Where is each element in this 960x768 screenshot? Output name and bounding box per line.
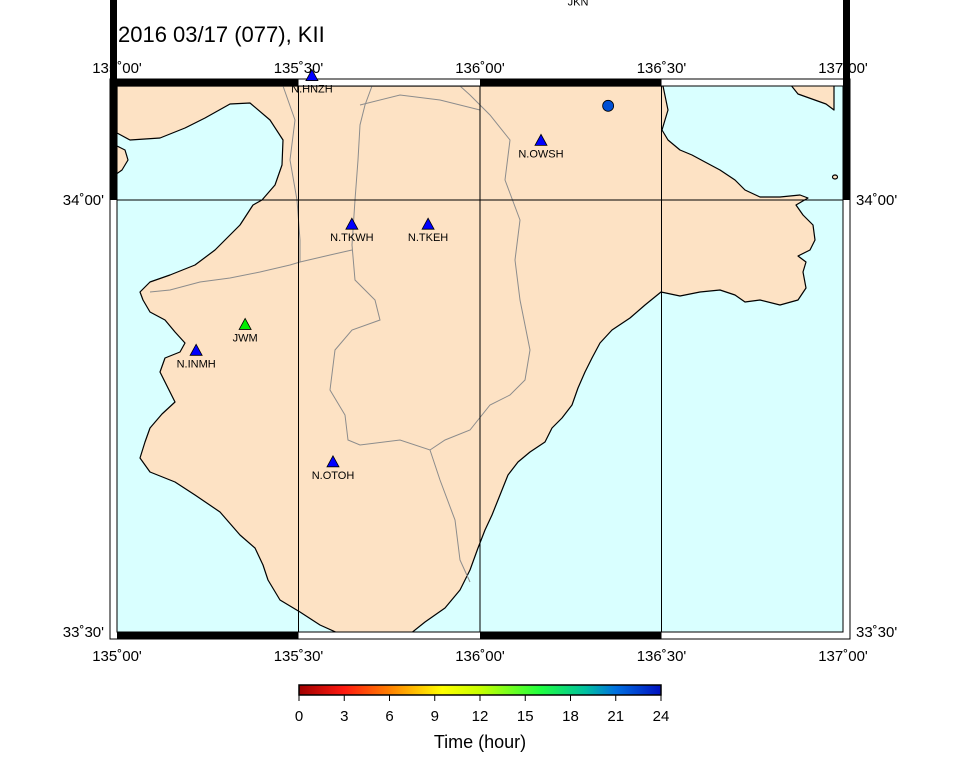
frame-segment: [110, 0, 117, 200]
atsumi-peninsula-land: [790, 86, 835, 111]
x-tick-label-bottom: 137˚00': [818, 648, 868, 665]
frame-segment: [117, 79, 299, 86]
map-area: [117, 86, 843, 632]
colorbar: 0 3 6 9 12 15 18 21 24 Time (hour): [295, 684, 670, 752]
gridlines: [117, 86, 843, 632]
colorbar-tick-label: 9: [431, 708, 439, 725]
station-marker: [421, 217, 435, 230]
colorbar-tick-label: 0: [295, 708, 303, 725]
colorbar-gradient: [298, 684, 662, 696]
station-label: N.HNZH: [291, 84, 333, 96]
station-label: JKN: [568, 0, 589, 8]
frame-segment: [480, 632, 662, 639]
x-tick-label-bottom: 135˚30': [274, 648, 324, 665]
y-tick-label-left: 33˚30': [63, 624, 104, 641]
station-marker: [326, 454, 340, 468]
land: [117, 86, 839, 632]
frame-segment: [117, 632, 299, 639]
x-tick-label-bottom: 136˚00': [455, 648, 505, 665]
station-label: N.OWSH: [518, 148, 563, 160]
frame-segment: [843, 0, 850, 200]
events-layer: [602, 99, 615, 112]
map-title: 2016 03/17 (077), KII: [118, 22, 325, 47]
colorbar-tick-label: 24: [653, 708, 670, 725]
colorbar-tick-label: 6: [385, 708, 393, 725]
frame-segment: [480, 79, 662, 86]
colorbar-tick-label: 12: [472, 708, 489, 725]
x-tick-label-bottom: 135˚00': [92, 648, 142, 665]
colorbar-tick-label: 15: [517, 708, 534, 725]
prefecture-boundaries: [149, 86, 531, 583]
x-tick-label-top: 136˚00': [455, 60, 505, 77]
station-marker: [238, 317, 252, 330]
boundary-line: [282, 86, 301, 262]
station-marker: [305, 68, 319, 81]
kii-peninsula-land: [117, 86, 816, 632]
map-inner-border: [116, 85, 844, 633]
station-label: N.INMH: [177, 358, 216, 370]
y-tick-label-right: 34˚00': [856, 192, 897, 209]
colorbar-tick-label: 3: [340, 708, 348, 725]
x-tick-label-top: 137˚00': [818, 60, 868, 77]
station-marker: [189, 343, 203, 356]
x-tick-label-top: 135˚30': [274, 60, 324, 77]
colorbar-tick-label: 21: [607, 708, 624, 725]
station-label: JWM: [233, 332, 258, 344]
frame-checker: [110, 0, 850, 639]
axis-ticks: 135˚00' 135˚00' 135˚30' 135˚30' 136˚00' 136˚0…: [63, 60, 898, 665]
small-island: [831, 174, 839, 180]
y-tick-label-left: 34˚00': [63, 192, 104, 209]
boundary-line: [429, 449, 471, 583]
x-tick-label-bottom: 136˚30': [637, 648, 687, 665]
stations-layer: N.OYMHN.ATMHN.URSHN.HYSHN.MGWHN.WATHJIEN…: [177, 0, 589, 482]
boundary-line: [329, 86, 531, 451]
station-label: N.OTOH: [312, 470, 355, 482]
boundary-line: [359, 94, 481, 111]
y-tick-label-right: 33˚30': [856, 624, 897, 641]
colorbar-label: Time (hour): [434, 732, 526, 752]
x-tick-label-top: 136˚30': [637, 60, 687, 77]
colorbar-ticks: 0 3 6 9 12 15 18 21 24: [295, 695, 670, 725]
station-label: N.TKEH: [408, 232, 448, 244]
station-marker: [345, 217, 359, 230]
station-marker: [534, 133, 548, 146]
colorbar-tick-label: 18: [562, 708, 579, 725]
x-tick-label-top: 135˚00': [92, 60, 142, 77]
awaji-island-land: [117, 145, 129, 175]
boundary-line: [149, 249, 353, 293]
station-label: N.TKWH: [330, 232, 373, 244]
event-marker: [602, 99, 615, 112]
